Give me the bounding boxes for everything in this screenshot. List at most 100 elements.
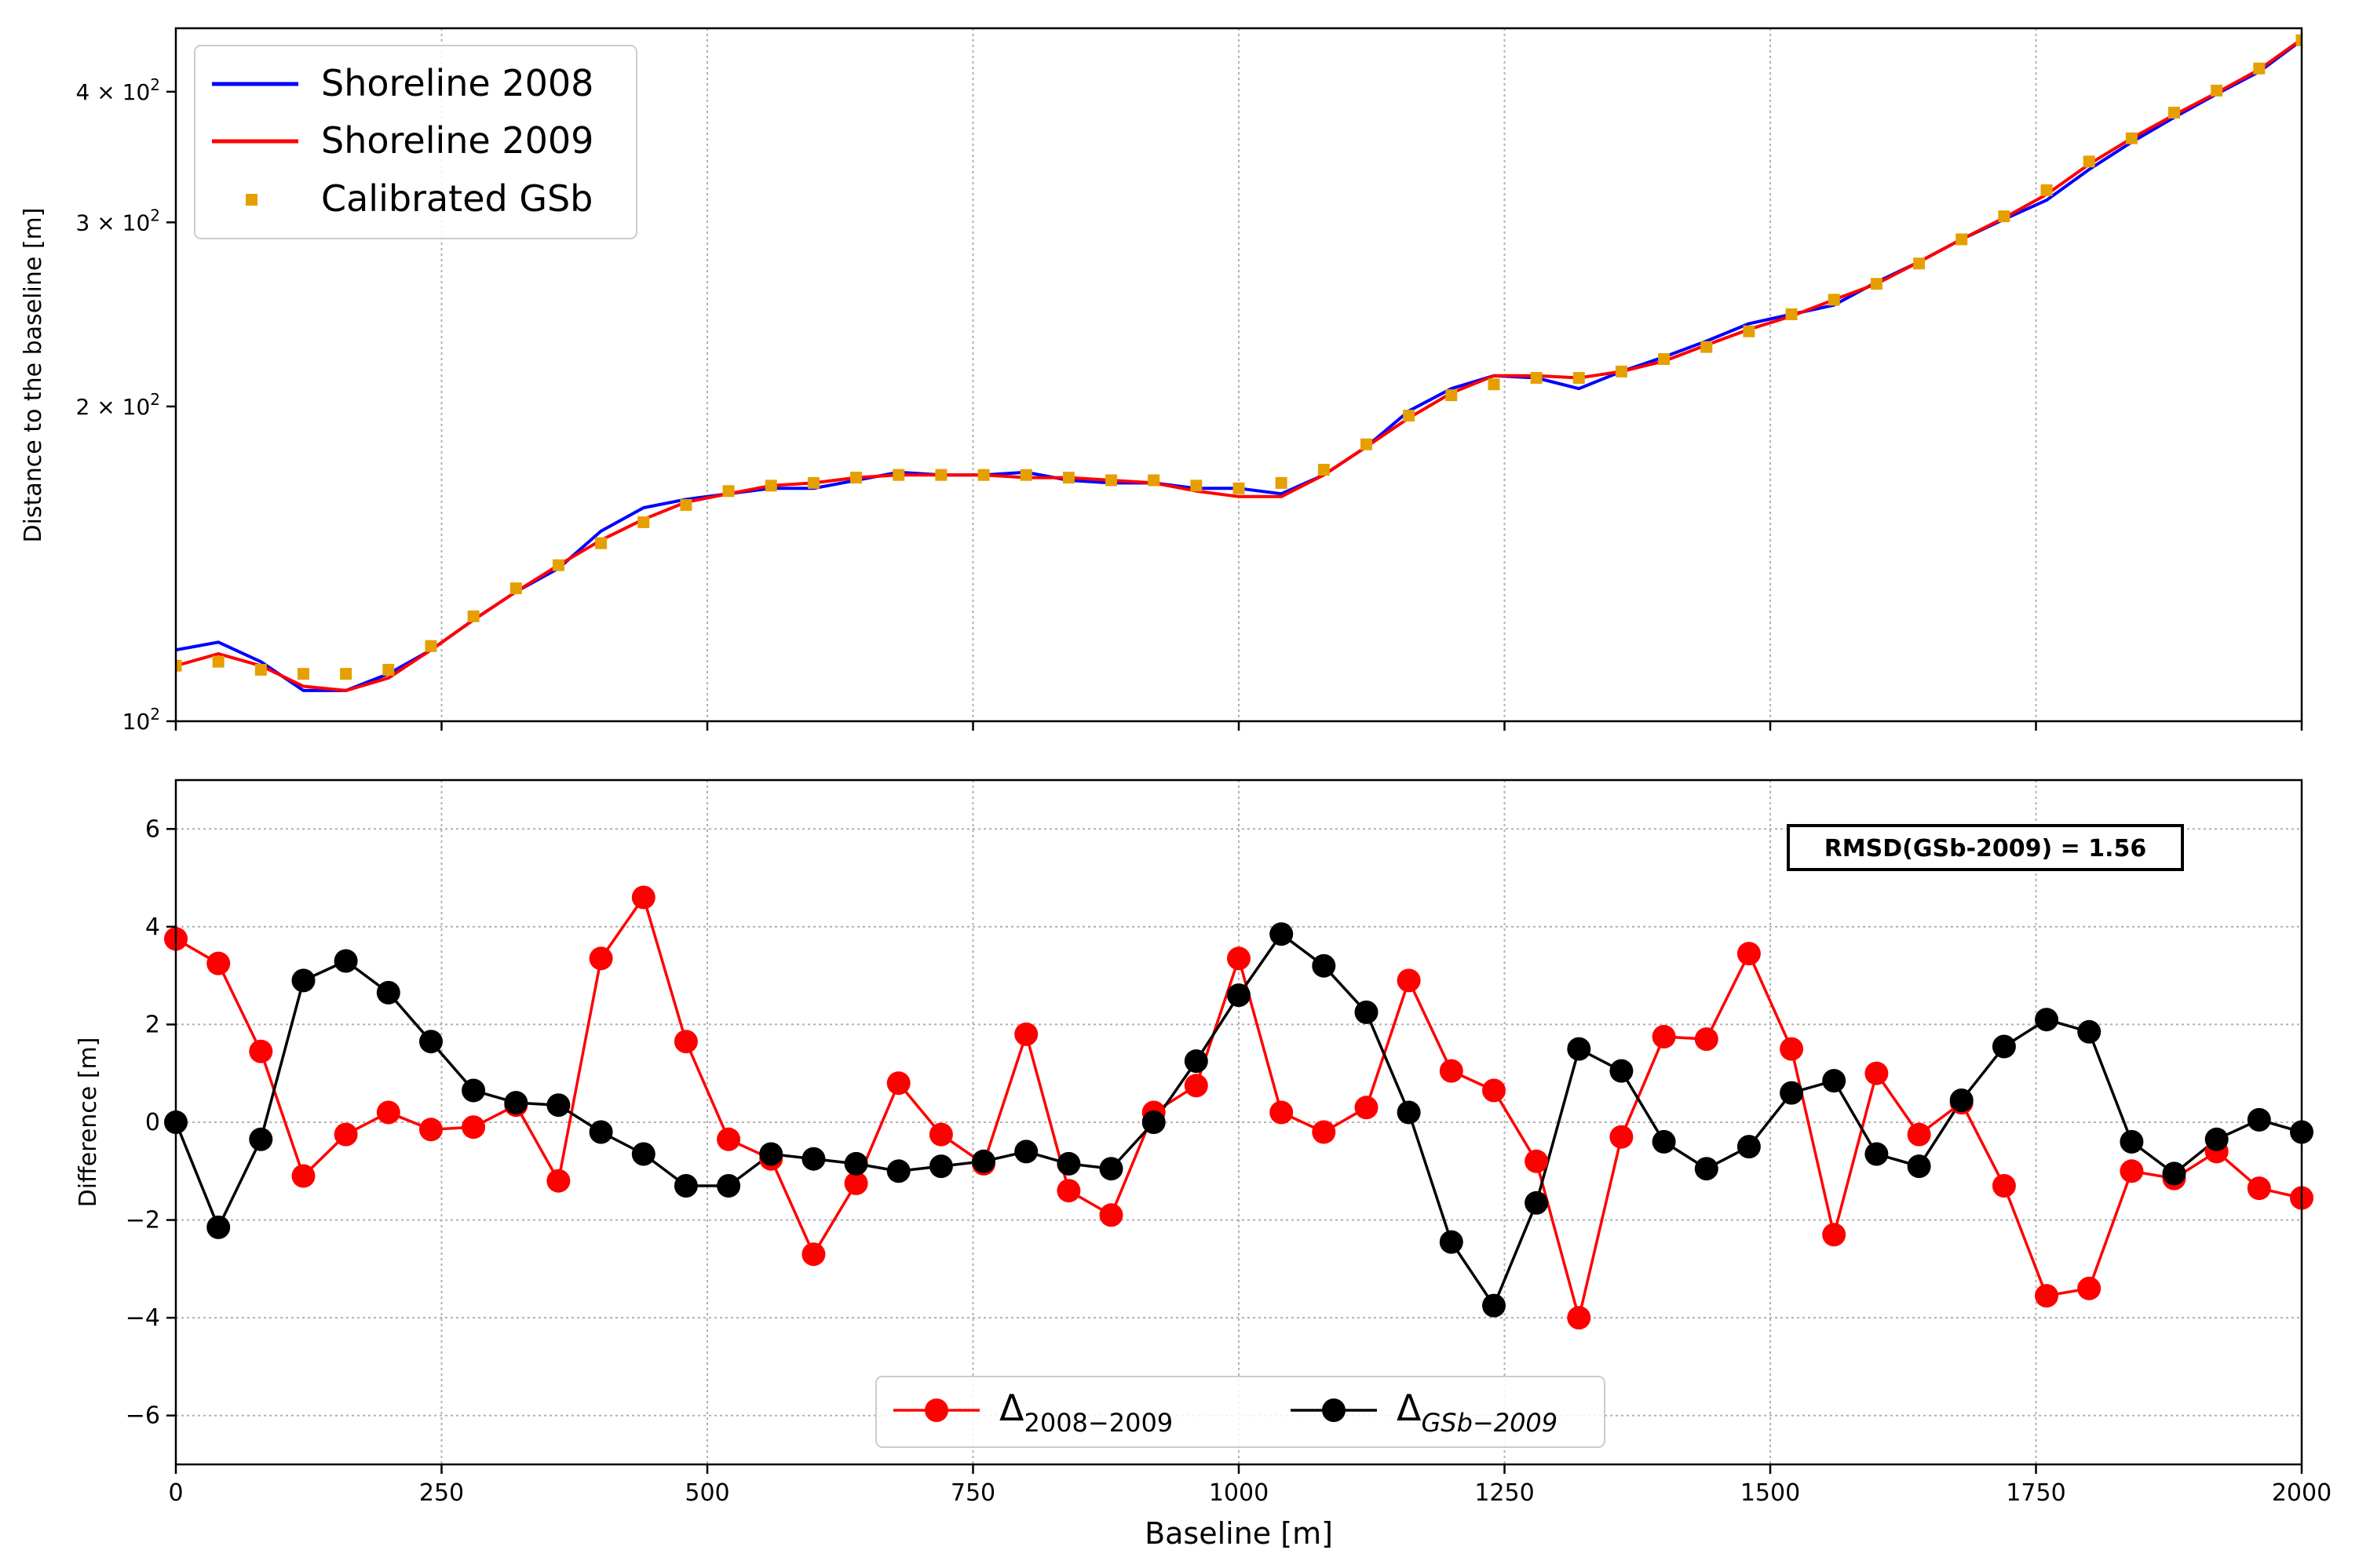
delta-gsb-2009-point <box>1864 1142 1889 1166</box>
delta-2008-2009-point <box>1780 1037 1804 1061</box>
bottom-y-tick-label: −4 <box>126 1304 160 1332</box>
gsb-marker <box>254 663 267 676</box>
gsb-marker <box>1572 371 1585 384</box>
top-y-axis-label: Distance to the baseline [m] <box>20 208 47 543</box>
delta-2008-2009-point <box>802 1242 826 1267</box>
shoreline-2009-line <box>176 38 2302 692</box>
gsb-marker <box>637 516 650 528</box>
delta-2008-2009-point <box>631 885 655 910</box>
bottom-plot-area <box>164 885 2313 1330</box>
delta-2008-2009-point <box>376 1100 400 1125</box>
gsb-marker <box>1403 410 1415 422</box>
delta-2008-2009-point <box>589 946 613 971</box>
rmsd-annotation: RMSD(GSb-2009) = 1.56 <box>1787 824 2184 871</box>
delta-gsb-2009-point <box>1652 1129 1676 1154</box>
legend-label-2009: Shoreline 2009 <box>321 119 593 162</box>
delta-2008-2009-point <box>1397 968 1421 993</box>
delta-2008-2009-point <box>1312 1120 1336 1144</box>
gsb-marker <box>1190 480 1203 492</box>
bottom-y-tick-label: −2 <box>126 1207 160 1234</box>
gsb-marker <box>1700 341 1713 353</box>
delta-2008-2009-point <box>1482 1078 1506 1103</box>
legend-marker-dgsb <box>1322 1398 1346 1422</box>
gsb-marker <box>1828 294 1840 306</box>
delta-2008-2009-point <box>929 1122 953 1147</box>
delta-2008-2009-point <box>1567 1306 1591 1330</box>
delta-gsb-2009-point <box>1269 922 1294 946</box>
delta-2008-2009-point <box>886 1071 911 1096</box>
delta-gsb-2009-point <box>2162 1161 2186 1186</box>
gsb-marker <box>212 655 225 668</box>
top-y-tick-label: 2 × 102 <box>76 390 160 420</box>
delta-2008-2009-point <box>291 1164 316 1188</box>
delta-gsb-2009-point <box>802 1147 826 1171</box>
delta-gsb-2009-point <box>1992 1034 2016 1059</box>
legend-label-gsb: Calibrated GSb <box>321 177 593 220</box>
delta-gsb-2009-point <box>972 1149 995 1173</box>
gsb-marker <box>935 469 948 481</box>
rmsd-box <box>1787 824 2184 871</box>
delta-gsb-2009-point <box>1482 1293 1506 1318</box>
bottom-y-tick-label: 0 <box>145 1109 160 1136</box>
gsb-marker <box>425 640 437 652</box>
delta-gsb-2009-point <box>631 1142 655 1166</box>
gsb-marker <box>2083 155 2095 168</box>
delta-gsb-2009-point <box>844 1151 868 1176</box>
bottom-ticks: 0 250 500 750 1000 1250 1500 1750 2000 −6 −4 −2 0 2 4 6 <box>126 815 2332 1507</box>
delta-gsb-2009-point <box>1227 983 1251 1008</box>
delta-gsb-2009-point <box>1312 954 1336 978</box>
delta-2008-2009-point <box>1992 1174 2016 1198</box>
bottom-x-tick-label: 2000 <box>2272 1479 2332 1507</box>
gsb-marker <box>1105 474 1118 487</box>
bottom-y-tick-label: 2 <box>145 1011 160 1038</box>
gsb-marker <box>552 559 564 571</box>
delta-2008-2009-point <box>1184 1074 1208 1098</box>
delta-2008-2009-point <box>1099 1203 1123 1227</box>
delta-gsb-2009-point <box>1397 1100 1421 1125</box>
delta-2008-2009-point <box>249 1039 273 1063</box>
delta-gsb-2009-point <box>759 1142 783 1166</box>
gsb-marker <box>1530 371 1543 384</box>
delta-2008-2009-point <box>1822 1223 1846 1247</box>
delta-2008-2009-point <box>1736 942 1761 966</box>
bottom-panel: 0 250 500 750 1000 1250 1500 1750 2000 −6 −4 −2 0 2 4 6… <box>75 779 2332 1551</box>
gsb-marker <box>1445 389 1458 402</box>
gsb-marker <box>1658 353 1671 366</box>
delta-2008-2009-point <box>1014 1022 1039 1046</box>
gsb-marker <box>1275 476 1287 489</box>
bottom-x-tick-label: 1750 <box>2006 1479 2065 1507</box>
gsb-marker <box>2295 34 2302 46</box>
delta-2008-2009-point <box>1907 1122 1931 1147</box>
gsb-marker <box>1998 210 2010 223</box>
delta-gsb-2009-point <box>504 1091 528 1115</box>
gsb-marker <box>1743 325 1755 337</box>
delta-gsb-2009-point <box>419 1030 443 1054</box>
delta-2008-2009-point <box>419 1118 443 1142</box>
delta-2008-2009-point <box>1652 1025 1676 1048</box>
delta-gsb-2009-point <box>206 1215 231 1239</box>
top-y-tick-label: 102 <box>122 705 160 735</box>
delta-gsb-2009-point <box>1014 1140 1039 1164</box>
legend-marker-gsb <box>246 194 257 206</box>
legend-label-dgsb: ΔGSb−2009 <box>1397 1387 1557 1438</box>
delta-2008-2009-point <box>1439 1059 1463 1083</box>
top-ticks: 102 2 × 102 3 × 102 4 × 102 <box>76 75 2303 735</box>
bottom-grid <box>176 780 2302 1464</box>
delta-2008-2009-point <box>546 1169 571 1193</box>
bottom-y-tick-label: −6 <box>126 1402 160 1430</box>
gsb-marker <box>2125 132 2138 144</box>
bottom-legend-frame <box>875 1376 1605 1448</box>
delta-2008-2009-point <box>2247 1176 2271 1201</box>
delta-2008-2009-point <box>1057 1179 1081 1203</box>
gsb-marker <box>2040 184 2053 196</box>
bottom-x-tick-label: 1500 <box>1740 1479 1800 1507</box>
gsb-marker <box>297 668 309 680</box>
gsb-marker <box>1148 474 1160 487</box>
bottom-x-tick-label: 250 <box>419 1479 464 1507</box>
top-legend-frame <box>194 45 637 239</box>
gsb-marker <box>1870 278 1882 290</box>
bottom-legend: Δ2008−2009 ΔGSb−2009 <box>875 1376 1605 1448</box>
delta-gsb-2009-point <box>462 1078 486 1103</box>
delta-2008-2009-point <box>1269 1100 1294 1125</box>
delta-gsb-2009-point <box>1736 1135 1761 1159</box>
